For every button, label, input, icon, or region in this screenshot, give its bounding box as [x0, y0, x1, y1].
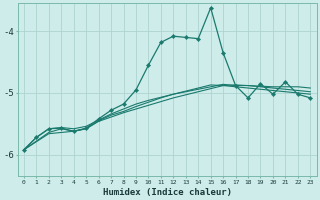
X-axis label: Humidex (Indice chaleur): Humidex (Indice chaleur) [103, 188, 232, 197]
